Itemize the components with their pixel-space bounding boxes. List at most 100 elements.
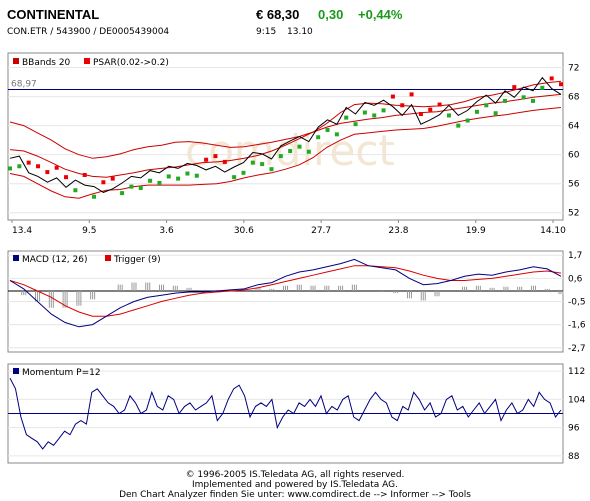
price-y-tick-label: 72 bbox=[568, 64, 579, 74]
psar-dot bbox=[465, 118, 470, 123]
psar-dot bbox=[241, 170, 246, 175]
psar-dot bbox=[17, 164, 22, 169]
psar-dot bbox=[512, 85, 517, 90]
change-percent: +0,44% bbox=[358, 7, 403, 22]
psar-dot bbox=[120, 191, 125, 196]
footer-link-text[interactable]: Den Chart Analyzer finden Sie unter: www… bbox=[119, 490, 471, 500]
macd-y-tick-label: -2,7 bbox=[568, 344, 586, 354]
psar-dot bbox=[101, 180, 106, 185]
psar-dot bbox=[138, 186, 143, 191]
legend-momentum-label: Momentum P=12 bbox=[22, 368, 101, 378]
psar-dot bbox=[306, 149, 311, 154]
psar-dot bbox=[474, 109, 479, 114]
psar-dot bbox=[82, 172, 87, 177]
price-line bbox=[9, 76, 562, 193]
legend-bbands-swatch bbox=[13, 58, 19, 64]
psar-dot bbox=[73, 188, 78, 193]
price-x-tick-label: 13.4 bbox=[12, 226, 32, 236]
price-x-tick-label: 27.7 bbox=[311, 226, 331, 236]
momentum-y-tick-label: 104 bbox=[568, 395, 585, 405]
price-x-tick-label: 9.5 bbox=[82, 226, 96, 236]
psar-dot bbox=[222, 159, 227, 164]
macd-y-tick-label: 1,7 bbox=[568, 251, 582, 261]
macd-y-tick-label: -1,6 bbox=[568, 321, 586, 331]
footer-powered: Implemented and powered by IS.Teledata A… bbox=[192, 480, 398, 490]
psar-dot bbox=[278, 154, 283, 159]
psar-dot bbox=[269, 167, 274, 172]
legend-trigger-label: Trigger (9) bbox=[113, 255, 161, 265]
psar-dot bbox=[110, 176, 115, 181]
psar-dot bbox=[549, 76, 554, 81]
price-reference-label: 68,97 bbox=[11, 80, 37, 90]
psar-dot bbox=[288, 149, 293, 154]
price-x-tick-label: 3.6 bbox=[159, 226, 174, 236]
psar-dot bbox=[297, 144, 302, 149]
macd-y-tick-label: -0,5 bbox=[568, 298, 586, 308]
psar-dot bbox=[92, 194, 97, 199]
instrument-name: CONTINENTAL bbox=[7, 7, 100, 22]
psar-dot bbox=[204, 157, 209, 162]
bband-upper-line bbox=[9, 80, 562, 159]
psar-dot bbox=[400, 103, 405, 108]
psar-dot bbox=[390, 94, 395, 99]
psar-dot bbox=[45, 170, 50, 175]
last-price: € 68,30 bbox=[256, 7, 300, 22]
macd-trigger-line bbox=[9, 265, 562, 317]
psar-dot bbox=[54, 165, 59, 170]
psar-dot bbox=[185, 171, 190, 176]
psar-dot bbox=[484, 103, 489, 108]
price-y-tick-label: 56 bbox=[568, 180, 580, 190]
psar-dot bbox=[250, 160, 255, 165]
psar-dot bbox=[325, 127, 330, 132]
momentum-y-tick-label: 96 bbox=[568, 424, 580, 434]
psar-dot bbox=[353, 122, 358, 127]
legend-trigger-swatch bbox=[105, 255, 111, 261]
psar-dot bbox=[530, 98, 535, 103]
price-x-tick-label: 19.9 bbox=[466, 226, 486, 236]
psar-dot bbox=[316, 135, 321, 140]
legend-macd-label: MACD (12, 26) bbox=[22, 255, 88, 265]
psar-dot bbox=[8, 166, 12, 171]
psar-dot bbox=[493, 111, 498, 116]
momentum-line bbox=[9, 377, 562, 450]
psar-dot bbox=[36, 164, 41, 169]
momentum-y-tick-label: 88 bbox=[568, 452, 580, 462]
psar-dot bbox=[437, 102, 442, 107]
psar-dot bbox=[213, 154, 218, 159]
psar-dot bbox=[428, 107, 433, 112]
psar-dot bbox=[521, 95, 526, 100]
psar-dot bbox=[157, 180, 162, 185]
legend-psar-swatch bbox=[84, 58, 90, 64]
macd-line bbox=[9, 258, 562, 328]
legend-macd-swatch bbox=[13, 255, 19, 261]
psar-dot bbox=[64, 175, 69, 180]
psar-dot bbox=[362, 110, 367, 115]
price-y-tick-label: 68 bbox=[568, 93, 580, 103]
psar-dot bbox=[409, 92, 414, 97]
instrument-ids: CON.ETR / 543900 / DE0005439004 bbox=[7, 27, 170, 37]
psar-dot bbox=[502, 98, 507, 103]
psar-dot bbox=[232, 175, 237, 180]
psar-dot bbox=[372, 113, 377, 118]
psar-dot bbox=[148, 178, 153, 183]
psar-dot bbox=[166, 174, 171, 179]
psar-dot bbox=[456, 123, 461, 128]
psar-dot bbox=[559, 82, 563, 87]
psar-dot bbox=[26, 160, 31, 165]
quote-time: 9:15 bbox=[256, 27, 277, 37]
price-x-tick-label: 23.8 bbox=[388, 226, 408, 236]
psar-dot bbox=[129, 184, 134, 189]
quote-date: 13.10 bbox=[287, 27, 313, 37]
legend-momentum-swatch bbox=[13, 368, 19, 374]
psar-dot bbox=[194, 173, 199, 178]
psar-dot bbox=[260, 162, 265, 167]
psar-dot bbox=[334, 132, 339, 137]
change-absolute: 0,30 bbox=[318, 7, 344, 22]
psar-dot bbox=[418, 111, 423, 116]
price-y-tick-label: 60 bbox=[568, 151, 580, 161]
price-x-tick-label: 14.10 bbox=[540, 226, 566, 236]
psar-dot bbox=[446, 113, 451, 118]
price-x-tick-label: 30.6 bbox=[234, 226, 254, 236]
psar-dot bbox=[381, 108, 386, 113]
legend-bbands-label: BBands 20 bbox=[22, 58, 71, 68]
